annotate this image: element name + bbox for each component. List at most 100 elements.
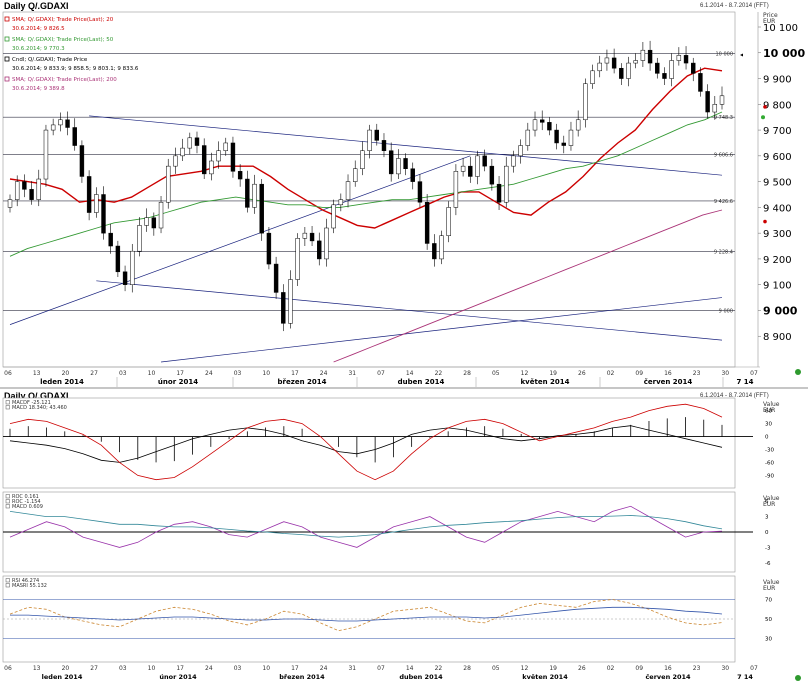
candle-down xyxy=(381,140,387,151)
roc-tick-label: -3 xyxy=(765,545,771,551)
candle-up xyxy=(252,183,257,208)
trend-line xyxy=(9,155,471,325)
horizontal-level-label: 9 606.6 xyxy=(714,152,733,158)
date-tick-label: 13 xyxy=(33,370,41,377)
status-dot-main xyxy=(795,369,801,375)
candle-down xyxy=(108,232,113,247)
candle-down xyxy=(245,178,250,208)
price-tick-label: 9 800 xyxy=(763,100,792,111)
horizontal-level-label: 9 228.4 xyxy=(714,250,733,256)
macd-legend-swatch xyxy=(5,405,10,410)
candle-up xyxy=(604,57,610,64)
candle-down xyxy=(489,165,495,185)
candle-down xyxy=(539,119,545,123)
horizontal-level-label: 10 000 xyxy=(716,52,734,58)
legend-swatch xyxy=(4,76,10,82)
candle-up xyxy=(130,250,135,285)
price-tick-label: 9 100 xyxy=(763,281,792,292)
candle-up xyxy=(302,232,308,239)
candle-up xyxy=(518,145,523,157)
candle-down xyxy=(410,168,415,182)
candle-down xyxy=(273,263,279,293)
candle-down xyxy=(403,158,408,169)
bottom-date-tick-label: 20 xyxy=(62,665,70,672)
candle-down xyxy=(619,67,624,79)
date-tick-label: 02 xyxy=(607,370,615,377)
rsi-series-line xyxy=(10,606,723,622)
date-tick-label: 17 xyxy=(176,370,184,377)
bottom-date-tick-label: 02 xyxy=(607,665,615,672)
bottom-date-tick-label: 03 xyxy=(234,665,242,672)
candle-down xyxy=(281,292,286,324)
legend-value: 30.6.2014; 9 770.3 xyxy=(12,46,65,52)
bottom-date-tick-label: 19 xyxy=(549,665,557,672)
trend-line xyxy=(160,297,723,363)
price-tick-label: 9 600 xyxy=(763,152,792,163)
roc-legend-text: ROC 0.161 xyxy=(12,494,39,500)
price-tick-label: 9 900 xyxy=(763,75,792,86)
bottom-month-label: leden 2014 xyxy=(42,673,83,681)
roc-legend-text: MACD 0.609 xyxy=(12,504,43,510)
bottom-month-label: duben 2014 xyxy=(399,673,443,681)
macd-panel-frame xyxy=(2,397,736,489)
bottom-date-tick-label: 17 xyxy=(291,665,299,672)
rsi-legend-text: RSI 46.274 xyxy=(12,578,39,584)
date-tick-label: 17 xyxy=(291,370,299,377)
roc-tick-label: 3 xyxy=(765,515,769,521)
candle-down xyxy=(432,243,437,260)
trend-line xyxy=(89,115,723,176)
month-label: duben 2014 xyxy=(398,378,445,386)
date-tick-label: 22 xyxy=(435,370,443,377)
bottom-month-label: květen 2014 xyxy=(522,673,568,681)
bottom-date-tick-label: 24 xyxy=(320,665,328,672)
candle-down xyxy=(72,127,77,146)
candle-up xyxy=(180,147,185,157)
macd-series-line xyxy=(9,425,723,463)
candle-up xyxy=(223,142,228,151)
trend-line xyxy=(96,280,723,341)
horizontal-level-label: 9 000 xyxy=(719,308,733,314)
candle-down xyxy=(662,73,667,79)
candle-up xyxy=(144,217,149,226)
candle-down xyxy=(79,145,85,177)
candle-up xyxy=(568,129,574,146)
date-tick-label: 07 xyxy=(750,370,758,377)
candle-down xyxy=(317,240,322,260)
candle-up xyxy=(338,199,344,206)
date-tick-label: 26 xyxy=(578,370,586,377)
candle-down xyxy=(201,145,207,175)
date-tick-label: 31 xyxy=(348,370,356,377)
roc-legend-swatch xyxy=(5,494,10,499)
candle-up xyxy=(58,119,63,126)
date-tick-label: 10 xyxy=(148,370,156,377)
date-tick-label: 03 xyxy=(234,370,242,377)
legend-swatch xyxy=(4,16,10,22)
macd-tick-label: -60 xyxy=(765,460,774,466)
sma20-end-dot xyxy=(763,105,767,109)
roc-tick-label: -6 xyxy=(765,561,771,567)
rsi-legend-swatch xyxy=(5,578,10,583)
price-tick-label: 9 200 xyxy=(763,255,792,266)
candle-down xyxy=(266,232,272,265)
bottom-date-tick-label: 24 xyxy=(205,665,213,672)
candle-down xyxy=(122,271,128,285)
candle-up xyxy=(187,137,193,149)
horizontal-level-label: 9 426.6 xyxy=(714,199,733,205)
macd-legend-text: MACDF -25.121 xyxy=(12,400,51,406)
legend-label: SMA; Q/.GDAXI; Trade Price(Last); 200 xyxy=(12,77,117,83)
candle-up xyxy=(504,165,509,203)
bottom-date-tick-label: 12 xyxy=(521,665,529,672)
candle-up xyxy=(669,60,674,79)
price-tick-label: 9 300 xyxy=(763,229,792,240)
candle-down xyxy=(683,55,689,64)
date-tick-label: 10 xyxy=(262,370,270,377)
candle-up xyxy=(36,178,41,200)
legend-value: 30.6.2014; 9 389.8 xyxy=(12,86,65,92)
bottom-date-tick-label: 14 xyxy=(406,665,414,672)
sma200-end-dot xyxy=(763,219,767,224)
candle-up xyxy=(396,158,401,175)
candle-up xyxy=(511,155,516,167)
month-label: únor 2014 xyxy=(158,378,198,386)
month-label: červen 2014 xyxy=(644,378,693,386)
